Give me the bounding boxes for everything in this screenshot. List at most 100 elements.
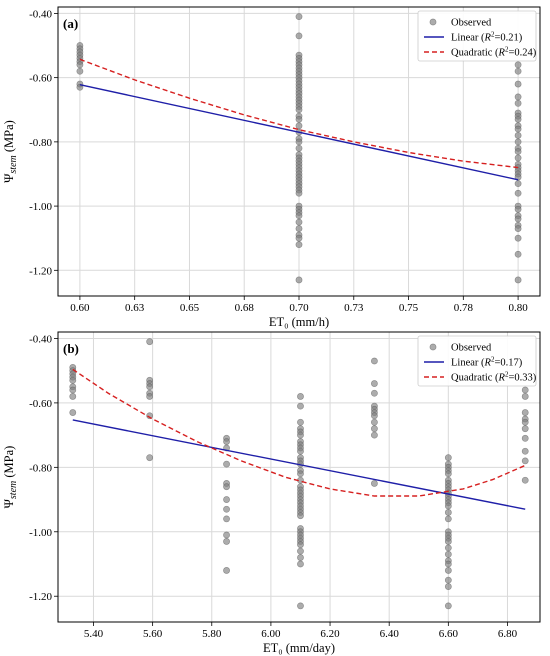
- observed-point: [223, 438, 230, 445]
- observed-point: [521, 409, 529, 416]
- axes-frame: [57, 331, 541, 623]
- observed-point: [514, 234, 522, 242]
- y-tick-label: -0.80: [29, 137, 52, 149]
- observed-point: [514, 61, 522, 69]
- observed-point: [146, 412, 154, 420]
- observed-point: [223, 531, 230, 539]
- observed-point: [295, 218, 303, 226]
- observed-point: [295, 241, 303, 249]
- observed-point: [521, 476, 529, 484]
- y-tick-label: -0.60: [29, 398, 52, 410]
- observed-point: [297, 447, 304, 455]
- panel-a: 0.60 0.63 0.65 0.68 0.70 0.73 0.75 0.78 0.80 -1.2…: [2, 6, 541, 329]
- x-axis-label: ET₀ (mm/day): [263, 641, 335, 655]
- observed-point: [521, 434, 529, 442]
- observed-point: [514, 215, 522, 223]
- legend-quadratic-label: Quadratic (R2=0.33): [451, 371, 537, 384]
- observed-point: [223, 460, 230, 468]
- observed-point: [146, 454, 154, 462]
- observed-point: [146, 393, 154, 400]
- observed-point: [444, 602, 452, 610]
- x-tick-label: 6.60: [439, 628, 459, 640]
- x-tick-label: 0.70: [289, 302, 309, 314]
- observed-point: [297, 560, 304, 568]
- linear-fit-line: [72, 419, 526, 510]
- observed-point: [514, 154, 522, 162]
- observed-point: [297, 393, 304, 400]
- observed-point: [514, 180, 522, 188]
- observed-point: [514, 148, 522, 155]
- observed-point: [297, 418, 304, 426]
- x-tick-label: 0.78: [454, 302, 474, 314]
- observed-point: [297, 541, 304, 549]
- observed-point: [295, 115, 303, 123]
- x-tick-label: 5.80: [202, 628, 222, 640]
- observed-point: [521, 393, 529, 400]
- observed-point: [69, 393, 77, 400]
- panel-label: (b): [63, 341, 79, 356]
- axes-frame: [57, 6, 541, 297]
- observed-point: [223, 505, 230, 513]
- y-tick-label: -0.40: [29, 333, 52, 345]
- observed-point: [444, 560, 452, 568]
- observed-point: [444, 502, 452, 510]
- observed-point: [295, 138, 303, 146]
- observed-point: [514, 250, 522, 258]
- observed-point: [297, 554, 304, 561]
- y-tick-label: -1.20: [29, 265, 52, 277]
- legend-observed-marker: [429, 343, 437, 351]
- y-tick-label: -1.00: [29, 527, 52, 539]
- observed-point: [223, 567, 230, 574]
- observed-point: [514, 115, 522, 123]
- observed-point: [295, 144, 303, 152]
- y-axis-label: Ψstem (MPa): [2, 446, 19, 509]
- observed-point: [514, 80, 522, 88]
- x-tick-label: 0.73: [344, 302, 364, 314]
- observed-point: [297, 602, 304, 610]
- linear-fit-line: [79, 84, 519, 181]
- x-tick-label: 6.40: [380, 628, 400, 640]
- observed-point: [295, 189, 303, 197]
- observed-point: [444, 470, 452, 478]
- observed-point: [223, 538, 230, 545]
- observed-point: [444, 509, 452, 516]
- observed-point: [297, 402, 304, 410]
- observed-point: [514, 189, 522, 197]
- observed-point: [514, 132, 522, 139]
- x-tick-label: 6.00: [261, 628, 281, 640]
- observed-point: [371, 425, 378, 433]
- panel-b: 5.40 5.60 5.80 6.00 6.20 6.40 6.60 6.80 -1.20 -1.…: [2, 331, 541, 655]
- observed-point: [146, 338, 154, 346]
- observed-point: [295, 234, 303, 242]
- observed-point: [521, 418, 529, 426]
- observed-point: [295, 13, 303, 21]
- observed-point: [371, 431, 378, 439]
- observed-point: [444, 454, 452, 462]
- observed-point: [371, 412, 378, 420]
- observed-point: [514, 138, 522, 146]
- observed-point: [521, 425, 529, 433]
- observed-point: [371, 357, 378, 365]
- observed-point: [521, 457, 529, 465]
- observed-point: [297, 431, 304, 439]
- observed-point: [514, 225, 522, 232]
- observed-point: [371, 418, 378, 426]
- observed-point: [371, 389, 378, 397]
- observed-point: [223, 515, 230, 523]
- x-tick-label: 0.68: [235, 302, 255, 314]
- observed-point: [76, 67, 84, 75]
- y-tick-label: -0.60: [29, 73, 52, 85]
- observed-point: [514, 125, 522, 133]
- y-tick-label: -1.00: [29, 201, 52, 213]
- x-tick-label: 0.65: [180, 302, 200, 314]
- x-tick-label: 0.75: [399, 302, 419, 314]
- observed-point: [295, 106, 303, 114]
- x-tick-label: 6.20: [320, 628, 340, 640]
- x-tick-label: 0.80: [508, 302, 528, 314]
- legend-box: [417, 335, 537, 387]
- observed-point: [146, 383, 154, 391]
- observed-point: [295, 32, 303, 40]
- observed-point: [444, 515, 452, 523]
- observed-point: [69, 376, 77, 384]
